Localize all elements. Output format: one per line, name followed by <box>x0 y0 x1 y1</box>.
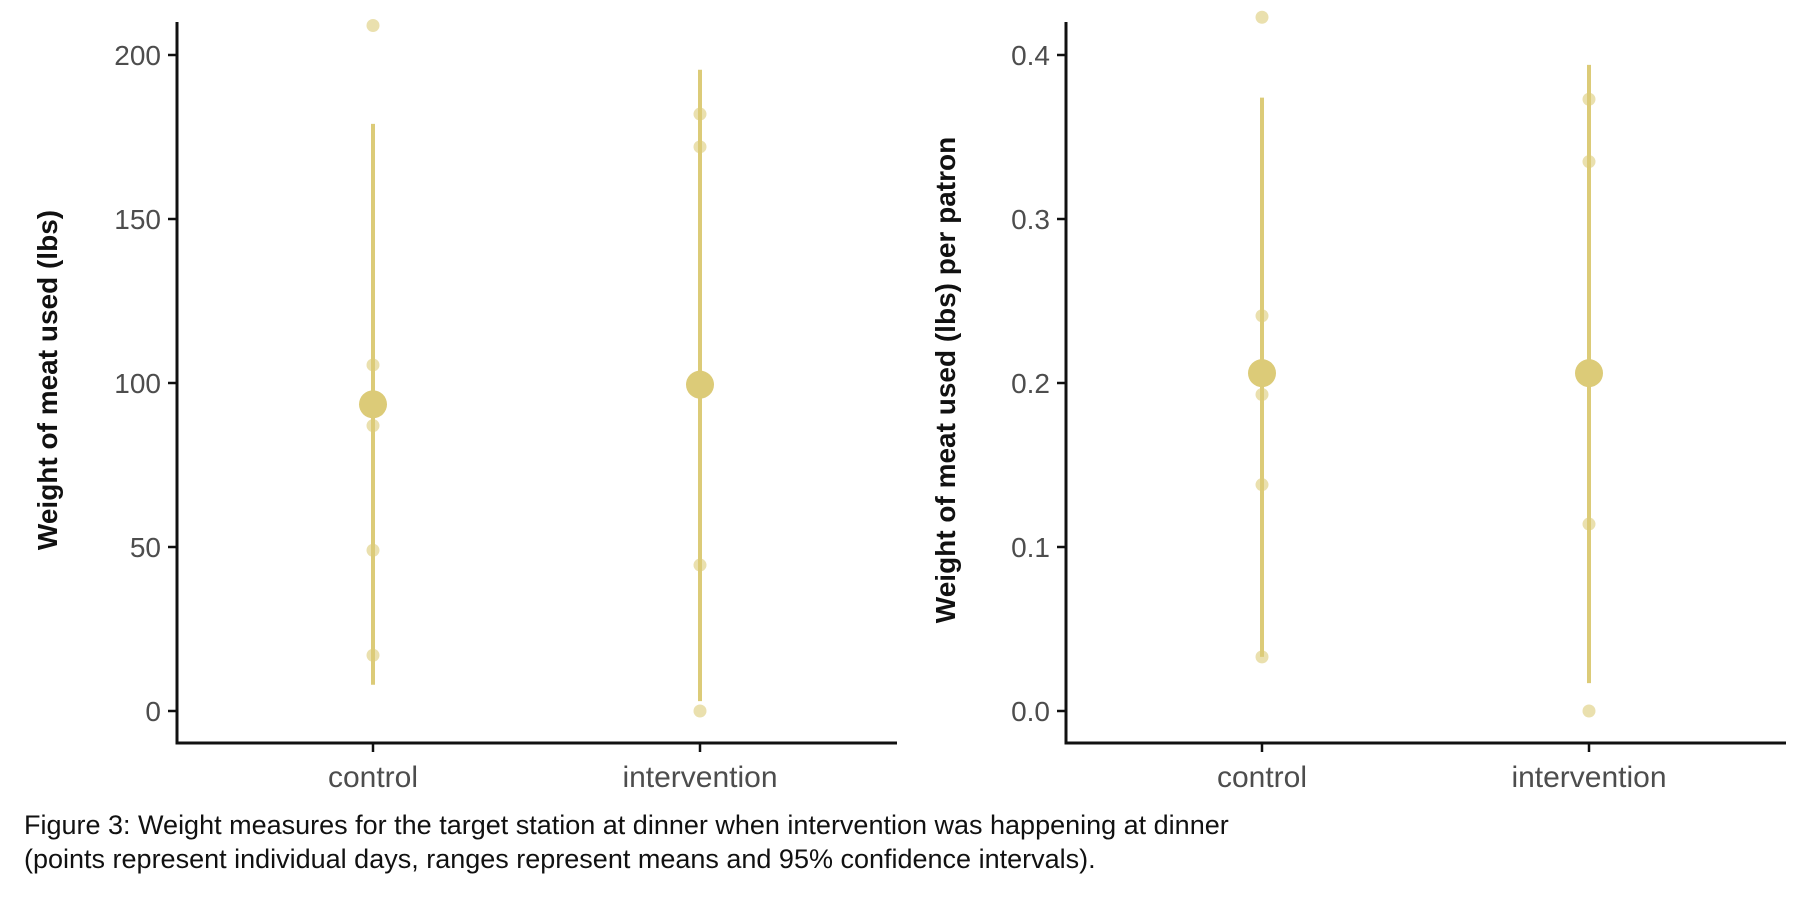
data-point-intervention-2 <box>1582 517 1596 531</box>
data-point-intervention-0 <box>693 107 707 121</box>
data-point-intervention-2 <box>693 558 707 572</box>
y-tick-label: 0.0 <box>1011 696 1050 727</box>
caption-line-1: Figure 3: Weight measures for the target… <box>24 810 1229 840</box>
y-tick-label: 0.4 <box>1011 40 1050 71</box>
mean-point-intervention <box>686 370 714 399</box>
mean-point-control <box>359 390 387 419</box>
mean-point-control <box>1248 359 1276 388</box>
y-tick-label: 150 <box>114 204 161 235</box>
x-tick-label-intervention: intervention <box>622 761 777 794</box>
x-tick-label-control: control <box>328 761 418 794</box>
y-tick-label: 0.2 <box>1011 368 1050 399</box>
y-tick-label: 50 <box>130 532 161 563</box>
data-point-control-2 <box>1255 387 1269 401</box>
caption-line-2: (points represent individual days, range… <box>24 844 1096 874</box>
data-point-intervention-1 <box>1582 155 1596 169</box>
data-point-intervention-3 <box>1582 704 1596 718</box>
left-chart-panel: 0 50 100 150 200 control intervention Weight of… <box>32 18 897 794</box>
data-point-control-4 <box>366 648 380 662</box>
data-point-intervention-1 <box>693 140 707 154</box>
data-point-control-2 <box>366 419 380 433</box>
data-point-control-0 <box>366 18 380 32</box>
y-tick-label: 0.1 <box>1011 532 1050 563</box>
y-axis-title: Weight of meat used (lbs) per patron <box>930 137 961 623</box>
figure-caption: Figure 3: Weight measures for the target… <box>24 808 1724 876</box>
right-chart-panel: 0.0 0.1 0.2 0.3 0.4 control intervention Weight… <box>930 10 1786 794</box>
data-point-control-4 <box>1255 650 1269 664</box>
y-axis-title: Weight of meat used (lbs) <box>32 210 63 550</box>
data-point-control-3 <box>1255 478 1269 492</box>
y-tick-label: 0.3 <box>1011 204 1050 235</box>
mean-point-intervention <box>1575 359 1603 388</box>
y-tick-label: 200 <box>114 40 161 71</box>
y-tick-label: 100 <box>114 368 161 399</box>
data-point-control-3 <box>366 543 380 557</box>
y-tick-label: 0 <box>145 696 161 727</box>
data-point-control-0 <box>1255 10 1269 24</box>
data-point-control-1 <box>1255 309 1269 323</box>
data-point-control-1 <box>366 358 380 372</box>
x-tick-label-control: control <box>1217 761 1307 794</box>
data-point-intervention-3 <box>693 704 707 718</box>
x-tick-label-intervention: intervention <box>1511 761 1666 794</box>
data-point-intervention-0 <box>1582 92 1596 106</box>
